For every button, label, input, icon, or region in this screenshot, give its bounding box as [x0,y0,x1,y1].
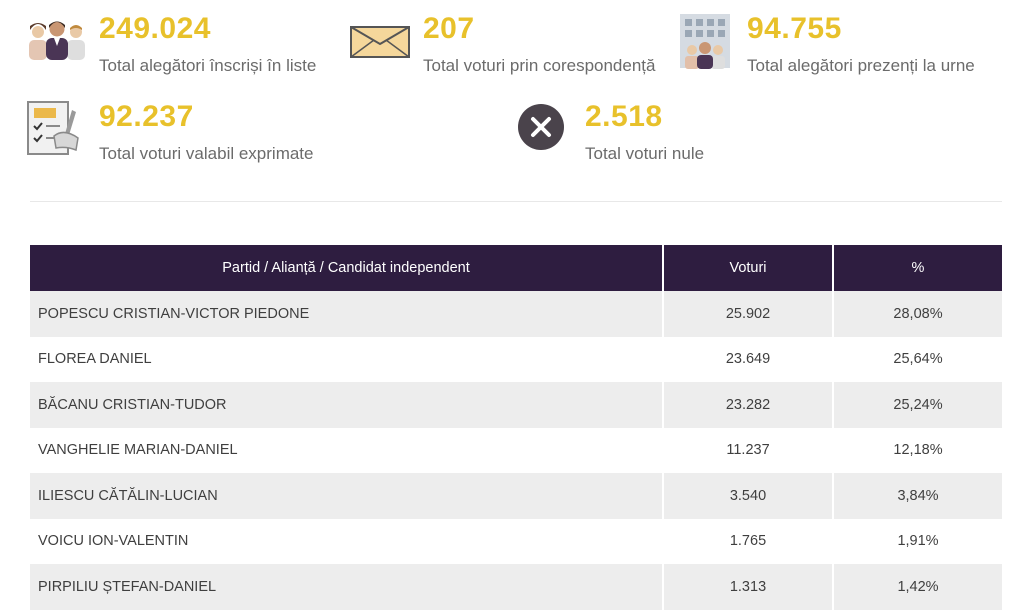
column-header-votes: Voturi [663,245,834,291]
table-row: VOICU ION-VALENTIN 1.765 1,91% [30,518,1002,564]
candidate-percent: 1,42% [833,564,1002,610]
column-header-party: Partid / Alianță / Candidat independent [30,245,664,291]
candidate-name: ILIESCU CĂTĂLIN-LUCIAN [30,473,664,519]
stat-label: Total alegători înscriși în liste [99,56,317,75]
people-group-icon [26,16,88,62]
stat-value: 249.024 [99,12,211,45]
table-row: PIRPILIU ȘTEFAN-DANIEL 1.313 1,42% [30,564,1002,610]
candidate-percent: 12,18% [833,427,1002,473]
column-header-percent: % [833,245,1002,291]
candidate-name: PIRPILIU ȘTEFAN-DANIEL [30,564,664,610]
results-panel: 249.024 Total alegători înscriși în list… [4,0,1020,610]
table-row: ILIESCU CĂTĂLIN-LUCIAN 3.540 3,84% [30,473,1002,519]
candidate-name: FLOREA DANIEL [30,336,664,382]
candidate-votes: 25.902 [663,291,834,337]
candidate-percent: 3,84% [833,473,1002,519]
envelope-icon [350,26,410,58]
stat-value: 92.237 [99,100,194,133]
candidate-votes: 11.237 [663,427,834,473]
candidate-percent: 28,08% [833,291,1002,337]
section-divider [30,201,1002,202]
candidate-percent: 25,64% [833,336,1002,382]
table-header-row: Partid / Alianță / Candidat independent … [30,245,1002,291]
candidate-votes: 23.649 [663,336,834,382]
table-row: BĂCANU CRISTIAN-TUDOR 23.282 25,24% [30,382,1002,428]
candidate-name: VOICU ION-VALENTIN [30,518,664,564]
candidate-name: POPESCU CRISTIAN-VICTOR PIEDONE [30,291,664,337]
stat-label: Total voturi nule [585,144,705,163]
building-voters-icon [674,12,736,70]
candidate-percent: 25,24% [833,382,1002,428]
candidate-votes: 1.313 [663,564,834,610]
checklist-ballot-icon [26,98,82,158]
candidate-votes: 3.540 [663,473,834,519]
x-circle-icon [517,103,565,151]
candidate-votes: 1.765 [663,518,834,564]
stat-value: 2.518 [585,100,663,133]
stat-value: 94.755 [747,12,842,45]
results-table: Partid / Alianță / Candidat independent … [30,245,1002,610]
stat-label: Total alegători prezenți la urne [747,56,975,75]
table-row: VANGHELIE MARIAN-DANIEL 11.237 12,18% [30,427,1002,473]
candidate-percent: 1,91% [833,518,1002,564]
table-row: FLOREA DANIEL 23.649 25,64% [30,336,1002,382]
table-row: POPESCU CRISTIAN-VICTOR PIEDONE 25.902 2… [30,291,1002,337]
stat-label: Total voturi prin corespondență [423,56,656,75]
stat-value: 207 [423,12,475,45]
candidate-name: BĂCANU CRISTIAN-TUDOR [30,382,664,428]
stat-label: Total voturi valabil exprimate [99,144,314,163]
candidate-name: VANGHELIE MARIAN-DANIEL [30,427,664,473]
candidate-votes: 23.282 [663,382,834,428]
